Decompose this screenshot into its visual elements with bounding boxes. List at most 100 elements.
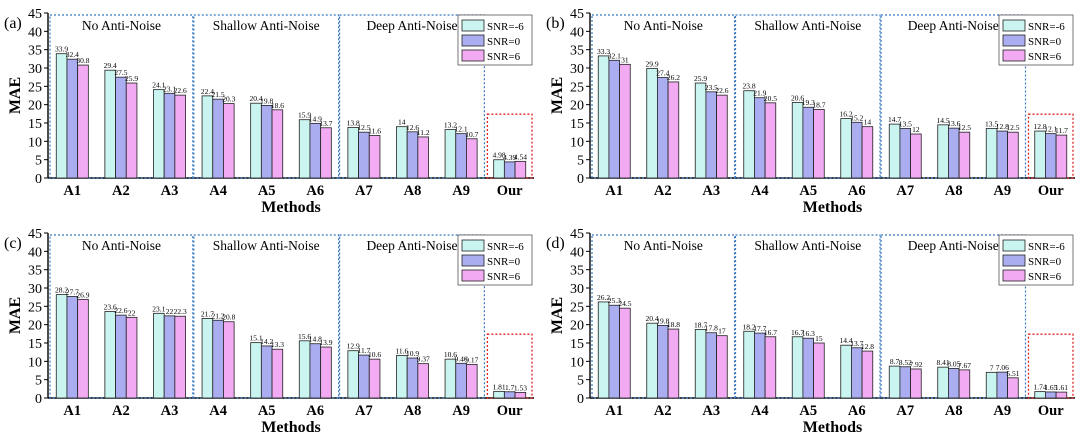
bar [320,127,332,179]
bar [396,355,408,399]
bar [764,336,777,399]
data-label: 19.8 [260,96,273,105]
bar [514,391,527,399]
x-tick-label: A2 [654,183,672,199]
bar [201,318,214,399]
bar [694,329,707,399]
data-label: 7.92 [909,360,922,369]
data-label: 24.5 [618,299,631,308]
bar [705,91,717,179]
data-label: 18.6 [271,101,284,110]
bar [368,135,381,179]
data-label: 17 [718,327,726,336]
bar [417,363,429,399]
x-tick-label: A5 [799,183,817,199]
legend-entry: SNR=-6 [1028,241,1065,253]
x-axis-label: Methods [803,199,863,216]
x-tick-label: A7 [355,403,373,419]
data-label: 14.8 [309,335,322,344]
data-label: 18.2 [743,322,756,331]
data-label: 20.8 [222,313,235,322]
data-label: 23.5 [705,83,718,92]
data-label: 13.9 [319,338,332,347]
bar [125,316,138,399]
bar [444,358,457,399]
data-label: 10.6 [444,350,457,359]
data-label: 25.9 [125,74,138,83]
data-label: 27.7 [66,287,79,296]
legend-entry: SNR=6 [487,51,521,63]
bar [455,362,467,399]
data-label: 12 [912,125,920,134]
y-tick-label: 45 [570,7,584,22]
bar [910,368,922,399]
data-label: 21.9 [753,89,766,98]
bar [743,330,755,399]
data-label: 9.46 [455,354,468,363]
data-label: 8.7 [890,357,900,366]
data-label: 20.6 [791,93,804,102]
x-tick-label: A2 [112,183,130,199]
x-tick-label: A9 [452,183,470,199]
bar [358,131,370,179]
x-tick-label: A9 [993,403,1011,419]
data-label: 27.5 [114,68,127,77]
bar [104,69,116,179]
data-label: 17.8 [705,324,718,333]
bar [851,121,863,179]
panel-label: (d) [546,235,565,252]
bar [861,126,874,179]
y-tick-label: 25 [570,80,584,95]
x-axis-label: Methods [803,419,863,436]
bar [985,371,998,399]
data-label: 14 [398,118,406,127]
x-tick-label: A4 [209,403,227,419]
y-tick-label: 35 [570,264,584,279]
data-label: 9.17 [465,355,478,364]
data-label: 13.5 [985,120,998,129]
x-tick-label: A6 [306,403,324,419]
data-label: 26.2 [597,293,610,302]
bar [619,63,631,179]
bar [791,336,804,399]
bar [646,67,658,179]
x-axis-label: Methods [261,199,321,216]
our-frame [1027,333,1074,399]
bar [657,324,669,399]
x-tick-label: A1 [605,403,623,419]
data-label: 27.4 [656,69,669,78]
bar [250,102,262,179]
bar [1007,131,1019,179]
data-label: 9.37 [417,355,430,364]
bar [948,127,960,179]
bar [910,133,922,179]
data-label: 26.2 [667,73,680,82]
y-tick-label: 40 [28,245,42,260]
y-tick-label: 0 [577,392,584,407]
x-tick-label: A6 [848,183,866,199]
bar [840,118,852,179]
legend-swatch [1002,254,1026,267]
data-label: 8.41 [937,358,950,367]
bar [163,92,176,179]
x-tick-label: A3 [702,183,720,199]
data-label: 20.5 [764,94,777,103]
bar [417,136,429,179]
x-tick-label: A4 [751,403,769,419]
data-label: 5.51 [1006,369,1019,378]
bar [694,82,707,179]
data-label: 22.3 [174,307,187,316]
data-label: 21.5 [212,90,225,99]
data-label: 8.05 [947,359,960,368]
bar [1034,130,1046,179]
bar [888,365,901,399]
bar [514,160,527,179]
bar [937,124,949,179]
legend-swatch [1002,19,1026,32]
bar [705,332,717,399]
data-label: 22.4 [201,87,214,96]
data-label: 12.5 [1006,123,1019,132]
data-label: 23.1 [152,304,165,313]
x-tick-label: A6 [306,183,324,199]
bar [347,350,359,399]
